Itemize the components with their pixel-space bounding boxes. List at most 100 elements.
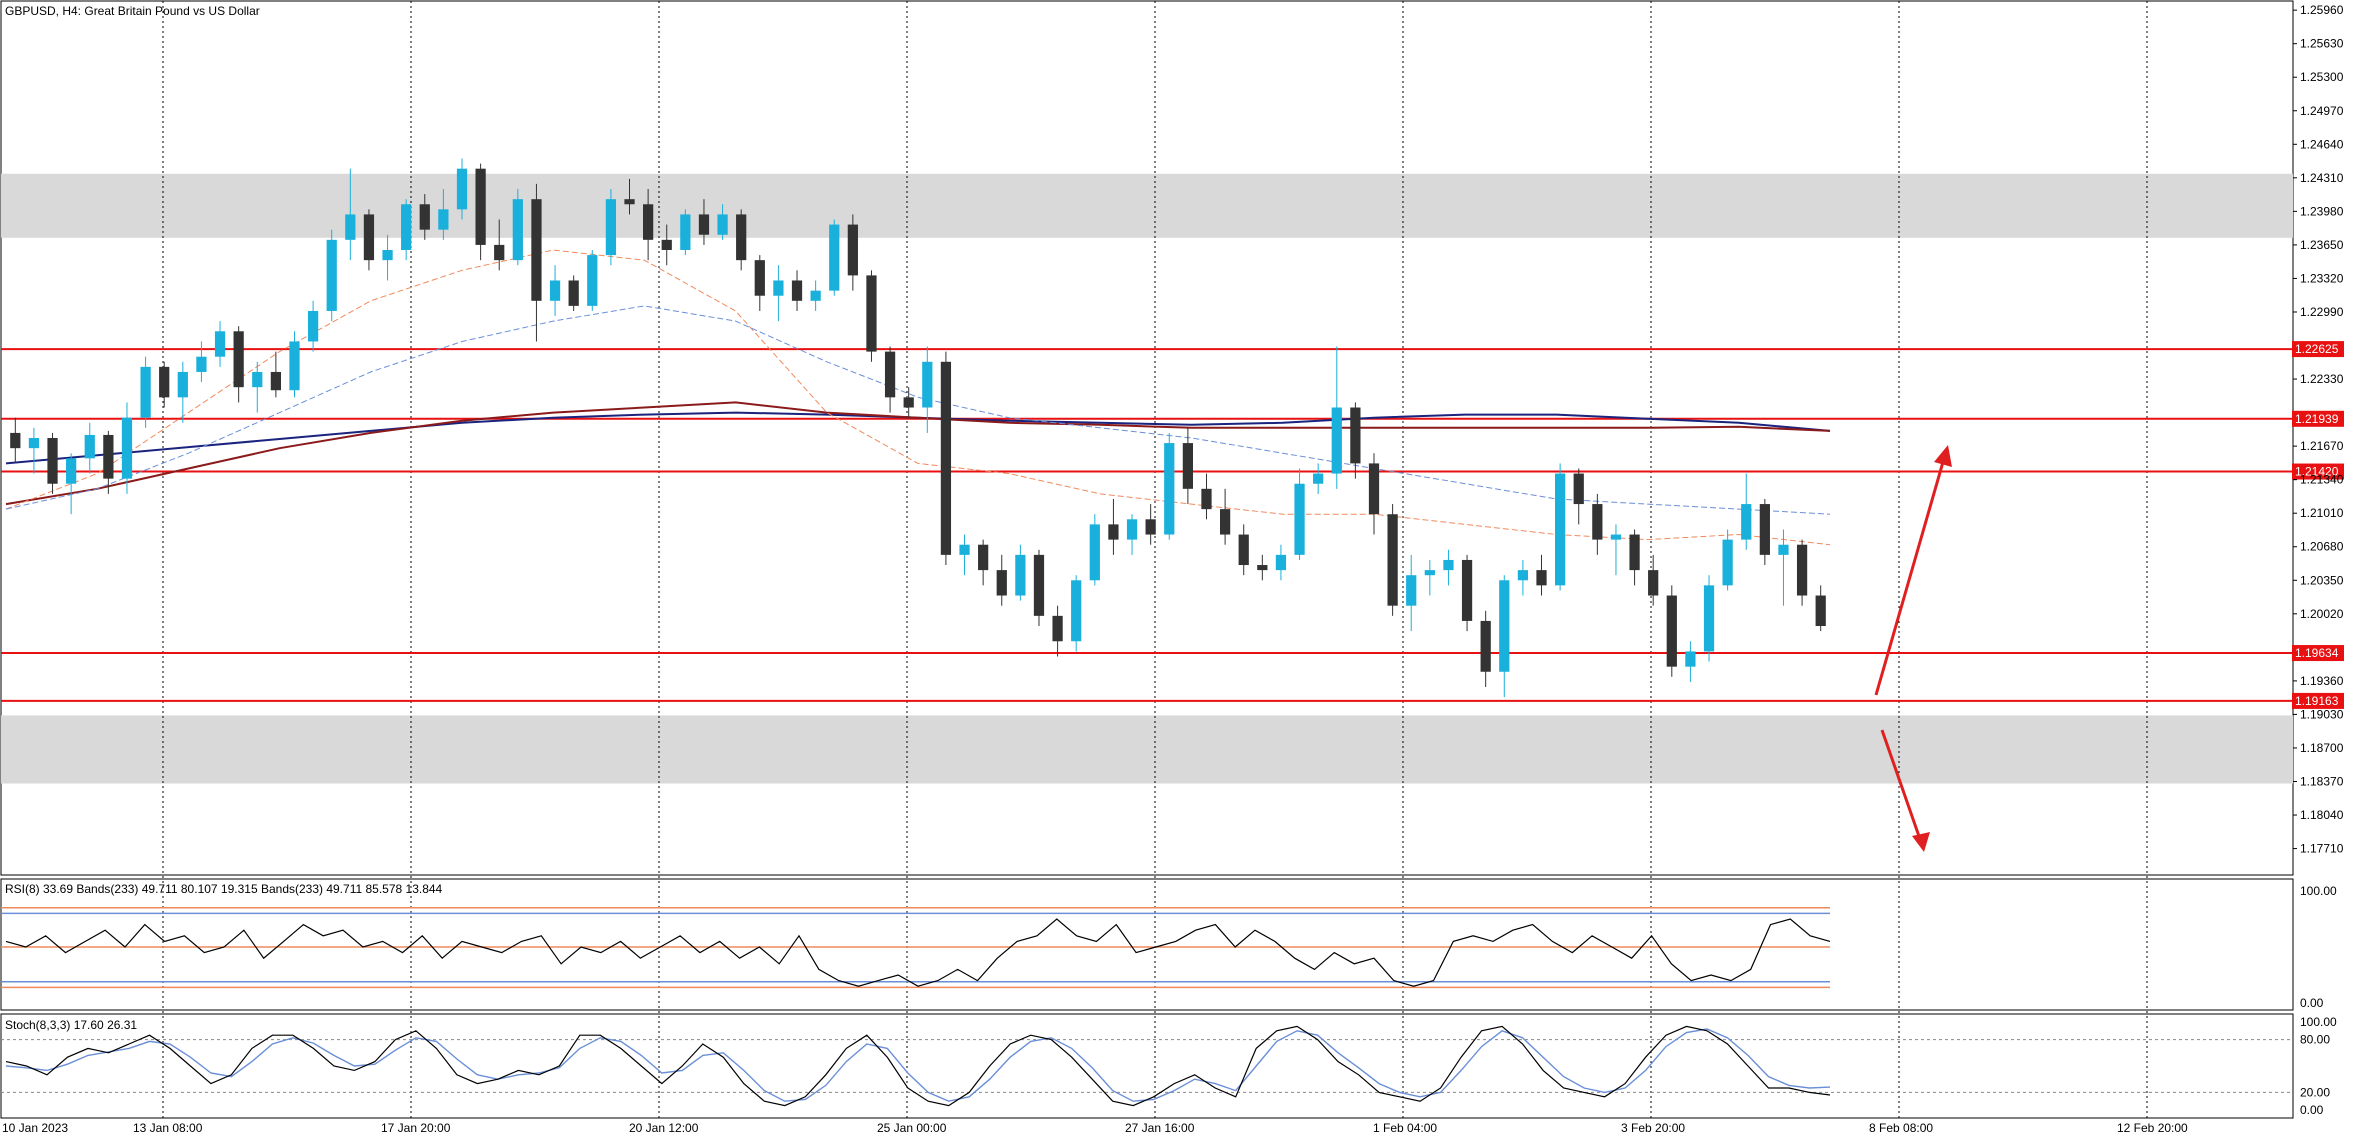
- y-tick-label: 1.21010: [2300, 506, 2344, 520]
- candle-body: [1164, 443, 1175, 535]
- y-tick-label: 1.24970: [2300, 104, 2344, 118]
- y-tick-label: 1.25960: [2300, 3, 2344, 17]
- horizontal-levels[interactable]: 1.22625 1.21939 1.21420 1.19634 1.19163: [1, 341, 2344, 709]
- y-tick-label: 1.24310: [2300, 171, 2344, 185]
- candle-body: [1071, 580, 1082, 642]
- candle-body: [1480, 620, 1491, 672]
- candle-body: [922, 361, 933, 408]
- candle-body: [345, 214, 356, 240]
- candle-body: [829, 224, 840, 291]
- x-tick-label: 1 Feb 04:00: [1373, 1121, 1437, 1135]
- candle-body: [1555, 473, 1566, 586]
- candle-body: [1703, 585, 1715, 652]
- candle-body: [996, 570, 1007, 596]
- x-tick-label: 3 Feb 20:00: [1621, 1121, 1685, 1135]
- candle-body: [270, 371, 281, 391]
- down-arrow-annotation: [1880, 729, 1930, 852]
- y-tick-label: 1.22330: [2300, 372, 2344, 386]
- candle-body: [568, 280, 579, 306]
- candle-body: [1238, 534, 1249, 566]
- candle-body: [1387, 514, 1398, 606]
- y-tick-label: 1.23980: [2300, 204, 2344, 218]
- x-tick-label: 20 Jan 12:00: [629, 1121, 699, 1135]
- stoch-k-line: [5, 1025, 1831, 1107]
- rsi-label: RSI(8) 33.69 Bands(233) 49.711 80.107 19…: [5, 882, 443, 896]
- candle-body: [1592, 504, 1603, 540]
- stoch-d-line: [5, 1028, 1831, 1102]
- y-tick-label: 1.25630: [2300, 37, 2344, 51]
- x-tick-label: 25 Jan 00:00: [877, 1121, 947, 1135]
- y-tick-label: 1.21340: [2300, 473, 2344, 487]
- candle-body: [140, 366, 151, 418]
- candle-body: [940, 361, 952, 555]
- candle-body: [1219, 509, 1231, 535]
- candle-body: [159, 366, 170, 398]
- candle-body: [1089, 524, 1100, 581]
- candle-body: [121, 417, 133, 479]
- candle-body: [252, 371, 263, 388]
- x-tick-label: 27 Jan 16:00: [1125, 1121, 1195, 1135]
- candle-body: [512, 199, 523, 261]
- candle-body: [1406, 575, 1417, 606]
- candle-body: [84, 434, 95, 459]
- candle-body: [10, 432, 21, 449]
- x-tick-label: 13 Jan 08:00: [133, 1121, 203, 1135]
- stoch-label: Stoch(8,3,3) 17.60 26.31: [5, 1018, 137, 1032]
- candle-body: [903, 397, 914, 408]
- zone-1: [1, 715, 2293, 784]
- candle-body: [1536, 570, 1547, 586]
- candle-body: [1666, 595, 1677, 667]
- candlesticks: [10, 158, 1826, 698]
- candle-body: [680, 214, 691, 250]
- level-tag: [2292, 341, 2344, 358]
- candle-body: [773, 280, 784, 296]
- candle-body: [1182, 443, 1193, 489]
- candle-body: [1033, 554, 1045, 616]
- candle-body: [1573, 473, 1584, 505]
- candle-body: [1052, 615, 1063, 642]
- candle-body: [289, 341, 300, 391]
- level-tag: [2292, 410, 2344, 427]
- candle-body: [1108, 524, 1119, 540]
- candle-body: [531, 199, 542, 301]
- time-axis: 10 Jan 2023 13 Jan 08:00 17 Jan 20:00 20 Ja…: [2, 1121, 2188, 1135]
- candle-body: [1126, 519, 1138, 540]
- candle-body: [624, 199, 635, 205]
- candle-body: [1685, 651, 1696, 667]
- candle-body: [475, 168, 486, 245]
- y-tick-label: 1.21670: [2300, 439, 2344, 453]
- candle-body: [1648, 570, 1659, 596]
- zone-0: [1, 173, 2293, 238]
- level-tag-label: 1.19634: [2295, 646, 2339, 660]
- candle-body: [1368, 463, 1380, 515]
- candle-body: [810, 290, 821, 301]
- candle-body: [1443, 559, 1454, 571]
- candle-body: [1275, 554, 1287, 571]
- candle-body: [866, 275, 877, 352]
- level-tag: [2292, 692, 2344, 709]
- y-tick-label: 1.18700: [2300, 741, 2344, 755]
- candle-body: [401, 204, 412, 250]
- candle-body: [1815, 595, 1826, 627]
- x-tick-label: 12 Feb 20:00: [2117, 1121, 2188, 1135]
- candle-body: [47, 438, 58, 484]
- candle-body: [456, 168, 468, 210]
- candle-body: [1257, 565, 1268, 571]
- candle-body: [791, 280, 803, 301]
- y-tick-label: 1.19360: [2300, 674, 2344, 688]
- y-tick-label: 1.18040: [2300, 808, 2344, 822]
- stoch-tick-label: 20.00: [2300, 1085, 2330, 1099]
- candle-body: [1331, 407, 1342, 474]
- rsi-indicator: [1, 907, 1831, 989]
- candle-body: [736, 214, 747, 261]
- ma-line-3: [5, 305, 1831, 515]
- candle-body: [1759, 504, 1770, 555]
- rsi-line: [5, 918, 1831, 987]
- candle-body: [1015, 554, 1026, 596]
- candle-body: [959, 544, 970, 555]
- level-tag-label: 1.19163: [2295, 694, 2339, 708]
- rsi-tick-label: 100.00: [2300, 884, 2337, 898]
- stoch-tick-label: 100.00: [2300, 1015, 2337, 1029]
- candle-body: [494, 244, 505, 261]
